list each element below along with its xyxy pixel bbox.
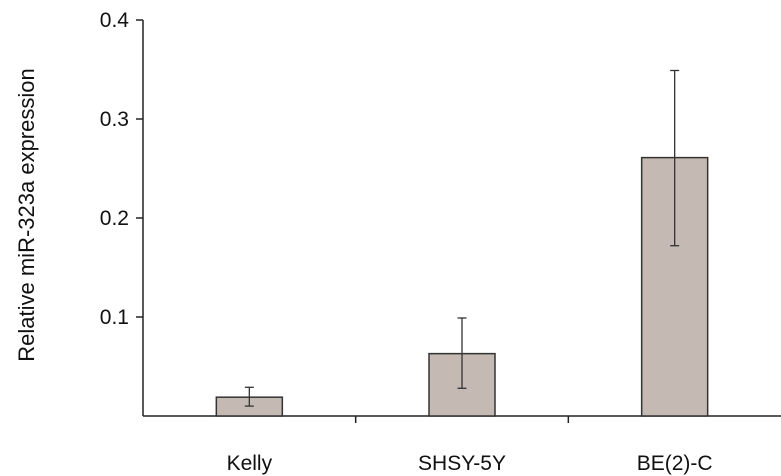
y-tick-label: 0.3 [100,108,129,131]
error-bars [244,69,680,407]
y-tick-label: 0.4 [100,9,130,32]
category-label: Kelly [227,452,273,475]
y-axis: 0.1 0.2 0.3 0.4 [100,9,144,416]
category-label: BE(2)-C [637,452,713,475]
y-axis-title: Relative miR-323a expression [14,68,39,361]
category-labels: Kelly SHSY-5Y BE(2)-C [227,452,713,475]
x-axis [143,415,781,423]
category-label: SHSY-5Y [418,452,506,475]
y-tick-label: 0.2 [100,207,129,230]
y-tick-label: 0.1 [100,306,129,329]
